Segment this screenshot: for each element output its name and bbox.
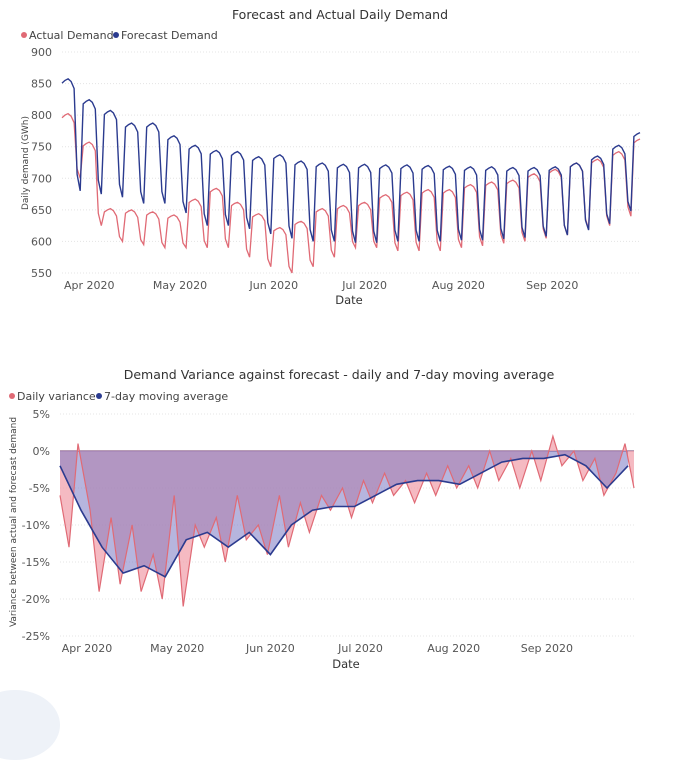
chart2-y-tick-label: -25% [22, 630, 50, 643]
chart2-y-tick-label: -5% [29, 482, 50, 495]
demand-line-chart: Forecast and Actual Daily Demand Actual … [21, 7, 641, 307]
chart2-x-tick-label: Apr 2020 [62, 642, 113, 655]
chart2-y-tick-label: -20% [22, 593, 50, 606]
chart1-y-tick-label: 900 [31, 46, 52, 59]
legend-moving-average-marker [96, 393, 102, 399]
chart1-x-tick-label: Aug 2020 [432, 279, 485, 292]
chart1-y-tick-label: 600 [31, 235, 52, 248]
legend-moving-average-label[interactable]: 7-day moving average [104, 390, 228, 403]
chart2-x-tick-label: May 2020 [150, 642, 204, 655]
variance-area-chart: Demand Variance against forecast - daily… [9, 367, 635, 671]
chart2-y-axis-label: Variance between actual and forecast dem… [9, 417, 19, 627]
legend-daily-variance-label[interactable]: Daily variance [17, 390, 96, 403]
chart2-legend: Daily variance 7-day moving average [9, 390, 228, 403]
chart1-x-tick-label: Sep 2020 [526, 279, 578, 292]
chart2-y-tick-label: -10% [22, 519, 50, 532]
chart1-y-tick-label: 750 [31, 141, 52, 154]
chart1-x-tick-label: Jul 2020 [341, 279, 387, 292]
chart2-x-tick-label: Aug 2020 [427, 642, 480, 655]
chart1-y-axis-label: Daily demand (GWh) [21, 116, 31, 210]
chart2-y-tick-label: 0% [33, 445, 50, 458]
chart2-x-tick-label: Jun 2020 [245, 642, 295, 655]
legend-actual-label[interactable]: Actual Demand [29, 29, 114, 42]
chart2-x-tick-label: Jul 2020 [337, 642, 383, 655]
forecast-demand-line [61, 77, 641, 243]
actual-demand-line [61, 112, 641, 274]
legend-forecast-label[interactable]: Forecast Demand [121, 29, 218, 42]
chart1-y-tick-label: 550 [31, 267, 52, 280]
moving-average-line [59, 453, 629, 578]
chart1-x-tick-label: May 2020 [153, 279, 207, 292]
chart2-y-tick-label: -15% [22, 556, 50, 569]
chart1-legend: Actual Demand Forecast Demand [21, 29, 218, 42]
chart1-x-tick-label: Apr 2020 [64, 279, 115, 292]
chart2-y-tick-label: 5% [33, 408, 50, 421]
chart1-x-axis-label: Date [335, 293, 363, 307]
chart2-title: Demand Variance against forecast - daily… [124, 367, 555, 382]
chart1-y-tick-label: 700 [31, 172, 52, 185]
chart1-x-tick-label: Jun 2020 [248, 279, 298, 292]
legend-daily-variance-marker [9, 393, 15, 399]
chart1-y-tick-label: 850 [31, 78, 52, 91]
background-decoration [0, 690, 60, 760]
moving-average-area [60, 451, 628, 577]
chart1-y-tick-label: 800 [31, 109, 52, 122]
chart1-title: Forecast and Actual Daily Demand [232, 7, 448, 22]
chart1-y-tick-label: 650 [31, 204, 52, 217]
chart2-x-tick-label: Sep 2020 [521, 642, 573, 655]
legend-forecast-marker [113, 32, 119, 38]
chart2-x-axis-label: Date [332, 657, 360, 671]
daily-variance-line [59, 434, 635, 607]
legend-actual-marker [21, 32, 27, 38]
